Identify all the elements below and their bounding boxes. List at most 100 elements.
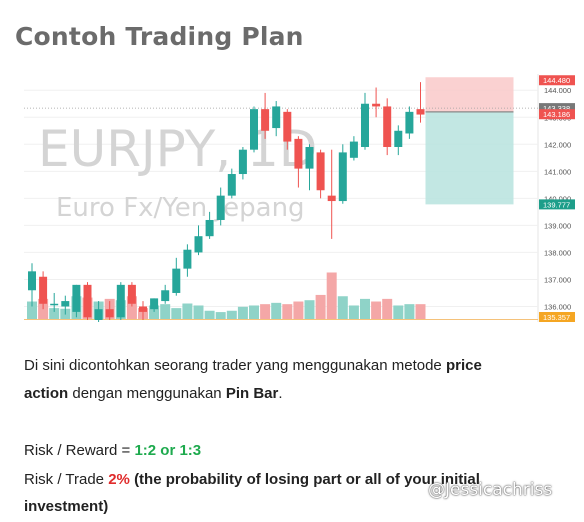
candle-body xyxy=(394,130,403,147)
candle-body xyxy=(305,146,314,169)
candle-body xyxy=(39,276,48,304)
candle-body xyxy=(161,290,170,302)
description-text: Di sini dicontohkan seorang trader yang … xyxy=(24,357,446,374)
candle-body xyxy=(183,249,192,269)
volume-bar xyxy=(271,302,282,320)
candle-body xyxy=(272,106,281,129)
risk-reward-label: Risk / Reward = xyxy=(24,442,135,459)
price-label-last-bg xyxy=(539,109,575,120)
y-tick-label: 136.000 xyxy=(544,302,571,311)
risk-reward-line: Risk / Reward = 1:2 or 1:3 xyxy=(24,441,201,461)
candle-body xyxy=(261,109,270,131)
y-tick-label: 137.000 xyxy=(544,275,571,284)
y-tick-label: 140.000 xyxy=(544,194,571,203)
candle-body xyxy=(94,309,103,320)
candle-body xyxy=(405,111,414,134)
candle-body xyxy=(50,303,59,306)
candle-body xyxy=(383,106,392,147)
reward-zone xyxy=(425,111,514,205)
y-tick-label: 138.000 xyxy=(544,248,571,257)
candle-body xyxy=(205,219,214,237)
risk-reward-value: 1:2 or 1:3 xyxy=(134,442,202,459)
volume-bar xyxy=(215,312,226,320)
volume-bar xyxy=(293,301,304,320)
volume-bar xyxy=(337,296,348,320)
volume-bar xyxy=(260,304,271,320)
volume-bar xyxy=(193,305,204,320)
risk-trade-line: Risk / Trade 2% (the probability of losi… xyxy=(24,470,480,490)
candle-body xyxy=(316,152,325,191)
description-line-1: Di sini dicontohkan seorang trader yang … xyxy=(24,356,482,376)
volume-bar xyxy=(382,298,393,320)
candle-body xyxy=(150,298,159,310)
volume-bar xyxy=(371,301,382,320)
candle-body xyxy=(172,268,181,293)
candle-body xyxy=(139,306,147,312)
price-label-top: 144.480 xyxy=(543,76,570,85)
volume-bar xyxy=(249,305,259,320)
volume-bar xyxy=(348,305,359,320)
price-label-last: 143.186 xyxy=(543,110,570,119)
price-label-bottom: 135.357 xyxy=(543,313,570,322)
candle-body xyxy=(72,284,81,312)
candle-body xyxy=(283,111,292,142)
author-watermark: @Jessicachriss xyxy=(428,480,553,500)
y-tick-label: 144.000 xyxy=(544,86,571,95)
candle-body xyxy=(416,109,425,115)
description-bold-action: action xyxy=(24,385,69,402)
risk-zone xyxy=(425,77,514,112)
candle-body xyxy=(105,309,114,318)
volume-bar xyxy=(149,305,160,320)
page-title: Contoh Trading Plan xyxy=(15,22,304,51)
price-label-top-bg xyxy=(539,75,575,86)
description-bold-pin-bar: Pin Bar xyxy=(225,385,279,402)
y-tick-label: 142.000 xyxy=(544,140,571,149)
candle-body xyxy=(238,149,247,175)
candle-body xyxy=(250,109,258,150)
risk-trade-label: Risk / Trade xyxy=(24,471,109,488)
candle-body xyxy=(194,236,203,253)
candle-body xyxy=(294,138,303,169)
volume-bar xyxy=(27,301,37,320)
description-bold-price: price xyxy=(445,357,482,374)
description-line-2: action dengan menggunakan Pin Bar. xyxy=(24,384,283,404)
price-label-current-bg xyxy=(539,103,575,114)
volume-bar xyxy=(226,310,237,320)
volume-bar xyxy=(126,296,137,320)
price-label-bottom-bg xyxy=(539,312,575,322)
candle-body xyxy=(327,195,336,202)
candle-body xyxy=(83,284,92,318)
y-tick-label: 139.000 xyxy=(544,221,571,230)
candle-body xyxy=(361,103,369,147)
risk-trade-note-line-2: investment) xyxy=(24,498,109,515)
risk-trade-value: 2% xyxy=(108,471,130,488)
volume-bar xyxy=(315,294,326,320)
volume-bar xyxy=(415,304,426,320)
symbol-watermark: EURJPY, 1D xyxy=(38,120,317,178)
volume-bar xyxy=(204,310,215,320)
volume-bar xyxy=(182,303,193,320)
volume-bar xyxy=(404,304,415,320)
candle-body xyxy=(227,174,236,196)
candle-body xyxy=(28,271,36,291)
risk-trade-note: (the probability of losing part or all o… xyxy=(134,471,480,488)
price-label-target: 139.777 xyxy=(543,200,570,209)
volume-bar xyxy=(49,308,60,320)
volume-bar xyxy=(360,298,370,320)
volume-bar xyxy=(171,308,182,320)
candle-body xyxy=(61,301,70,307)
candle-body xyxy=(372,103,381,107)
volume-bar xyxy=(304,300,315,320)
volume-bar xyxy=(393,305,404,320)
price-label-current: 143.338 xyxy=(543,104,570,113)
y-tick-label: 141.000 xyxy=(544,167,571,176)
volume-bar xyxy=(282,304,293,320)
price-label-target-bg xyxy=(539,199,575,210)
candle-body xyxy=(127,284,136,304)
volume-bar xyxy=(38,298,49,320)
description-period: . xyxy=(278,385,283,402)
candle-body xyxy=(338,152,347,202)
candle-body xyxy=(216,195,225,220)
